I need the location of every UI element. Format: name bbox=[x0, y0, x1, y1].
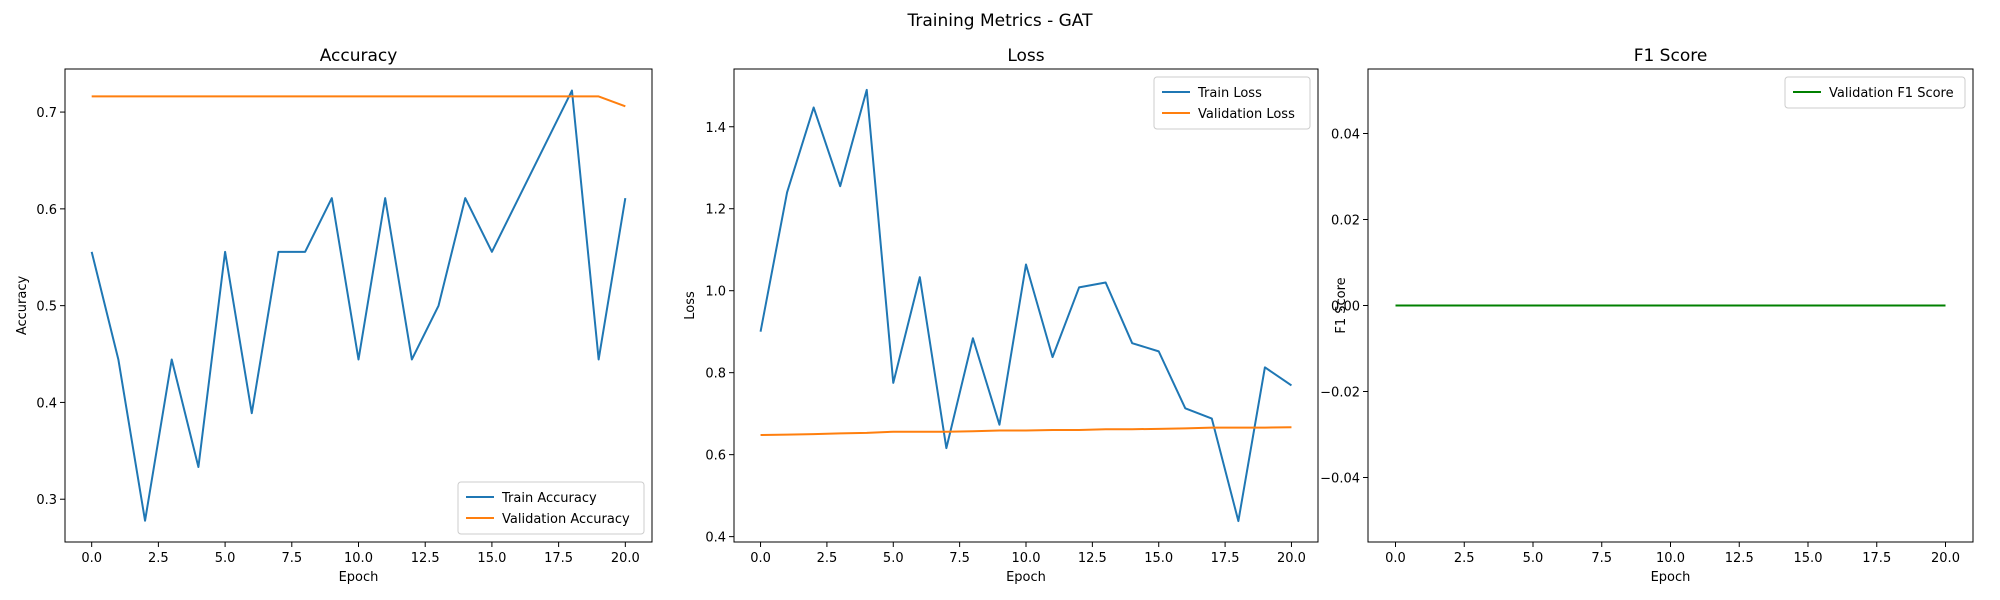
f1-score-axes-frame bbox=[1367, 68, 1974, 543]
accuracy-y-tick-label: 0.3 bbox=[36, 493, 57, 508]
accuracy-x-tick-label: 20.0 bbox=[611, 551, 640, 566]
f1-score-x-tick-label: 0.0 bbox=[1385, 551, 1406, 566]
f1-score-y-tick-label: 0.00 bbox=[1331, 300, 1360, 315]
f1-score-y-tick-label: 0.02 bbox=[1331, 214, 1360, 229]
accuracy-x-tick-label: 7.5 bbox=[281, 551, 302, 566]
loss-x-tick-label: 12.5 bbox=[1078, 551, 1107, 566]
loss-x-tick-label: 7.5 bbox=[949, 551, 970, 566]
train-accuracy-legend-label: Train Accuracy bbox=[501, 491, 597, 506]
f1-score-y-tick-label: 0.04 bbox=[1331, 128, 1360, 143]
accuracy-y-tick-label: 0.4 bbox=[36, 396, 57, 411]
loss-y-tick-label: 0.6 bbox=[705, 449, 726, 464]
charts-layer: Accuracy 0.0 2.5 5.0 7.5 10.0 12.5 15.0 17.5 20.0… bbox=[15, 46, 1974, 585]
loss-x-tick-label: 0.0 bbox=[750, 551, 771, 566]
loss-legend-box bbox=[1153, 76, 1311, 130]
f1-score-x-tick-label: 5.0 bbox=[1523, 551, 1544, 566]
f1-score-x-tick-label: 10.0 bbox=[1656, 551, 1685, 566]
f1-score-x-tick-label: 17.5 bbox=[1862, 551, 1891, 566]
loss-x-tick-label: 15.0 bbox=[1144, 551, 1173, 566]
accuracy-chart: Accuracy 0.0 2.5 5.0 7.5 10.0 12.5 15.0 17.5 20.0… bbox=[15, 46, 653, 585]
loss-y-tick-label: 0.4 bbox=[705, 531, 726, 546]
f1-score-legend-box bbox=[1784, 76, 1966, 109]
train-loss-line bbox=[759, 88, 1293, 523]
loss-chart: Loss 0.0 2.5 5.0 7.5 10.0 12.5 15.0 17.5 20.0 0.4 0… bbox=[683, 46, 1319, 585]
accuracy-legend-box bbox=[457, 481, 645, 535]
f1-score-x-axis-label: Epoch bbox=[1651, 570, 1691, 585]
validation-accuracy-line bbox=[91, 95, 626, 108]
f1-score-chart: F1 Score 0.0 2.5 5.0 7.5 10.0 12.5 15.0 17.5 20.0… bbox=[1320, 46, 1974, 585]
accuracy-axes-frame bbox=[64, 68, 653, 543]
accuracy-chart-title: Accuracy bbox=[320, 46, 398, 66]
validation-loss-line bbox=[760, 426, 1292, 436]
f1-score-x-tick-label: 12.5 bbox=[1725, 551, 1754, 566]
validation-loss-legend-label: Validation Loss bbox=[1198, 107, 1295, 122]
accuracy-legend: Train Accuracy Validation Accuracy bbox=[457, 481, 645, 535]
f1-score-chart-title: F1 Score bbox=[1634, 46, 1708, 66]
accuracy-x-tick-label: 17.5 bbox=[544, 551, 573, 566]
loss-y-tick-label: 0.8 bbox=[705, 367, 726, 382]
f1-score-legend: Validation F1 Score bbox=[1784, 76, 1966, 109]
loss-y-tick-label: 1.0 bbox=[705, 285, 726, 300]
figure-title: Training Metrics - GAT bbox=[907, 11, 1094, 31]
accuracy-x-tick-label: 5.0 bbox=[215, 551, 236, 566]
accuracy-y-tick-label: 0.7 bbox=[36, 106, 57, 121]
accuracy-y-tick-label: 0.5 bbox=[36, 300, 57, 315]
f1-score-x-tick-label: 2.5 bbox=[1454, 551, 1475, 566]
f1-score-y-tick-label: −0.04 bbox=[1320, 472, 1360, 487]
loss-x-axis-label: Epoch bbox=[1006, 570, 1046, 585]
f1-score-y-tick-label: −0.02 bbox=[1320, 386, 1360, 401]
accuracy-x-tick-label: 15.0 bbox=[477, 551, 506, 566]
train-accuracy-line bbox=[90, 89, 627, 522]
loss-x-tick-label: 20.0 bbox=[1277, 551, 1306, 566]
validation-f1-score-legend-label: Validation F1 Score bbox=[1829, 86, 1954, 101]
f1-score-y-axis-label: F1 Score bbox=[1334, 277, 1349, 333]
loss-y-tick-label: 1.4 bbox=[705, 121, 726, 136]
loss-chart-title: Loss bbox=[1007, 46, 1044, 66]
f1-score-x-tick-label: 7.5 bbox=[1591, 551, 1612, 566]
f1-score-x-tick-label: 20.0 bbox=[1931, 551, 1960, 566]
loss-x-tick-label: 10.0 bbox=[1012, 551, 1041, 566]
loss-axes-frame bbox=[733, 68, 1319, 543]
loss-x-tick-label: 2.5 bbox=[817, 551, 838, 566]
loss-y-tick-label: 1.2 bbox=[705, 203, 726, 218]
accuracy-x-tick-label: 12.5 bbox=[411, 551, 440, 566]
validation-accuracy-legend-label: Validation Accuracy bbox=[502, 512, 630, 527]
accuracy-x-tick-label: 10.0 bbox=[344, 551, 373, 566]
accuracy-x-axis-label: Epoch bbox=[339, 570, 379, 585]
accuracy-x-tick-label: 0.0 bbox=[81, 551, 102, 566]
loss-y-axis-label: Loss bbox=[683, 291, 698, 320]
loss-x-tick-label: 17.5 bbox=[1211, 551, 1240, 566]
accuracy-y-tick-label: 0.6 bbox=[36, 203, 57, 218]
train-loss-legend-label: Train Loss bbox=[1197, 86, 1262, 101]
accuracy-y-axis-label: Accuracy bbox=[15, 276, 30, 336]
accuracy-x-tick-label: 2.5 bbox=[148, 551, 169, 566]
loss-legend: Train Loss Validation Loss bbox=[1153, 76, 1311, 130]
loss-x-tick-label: 5.0 bbox=[883, 551, 904, 566]
f1-score-x-tick-label: 15.0 bbox=[1794, 551, 1823, 566]
